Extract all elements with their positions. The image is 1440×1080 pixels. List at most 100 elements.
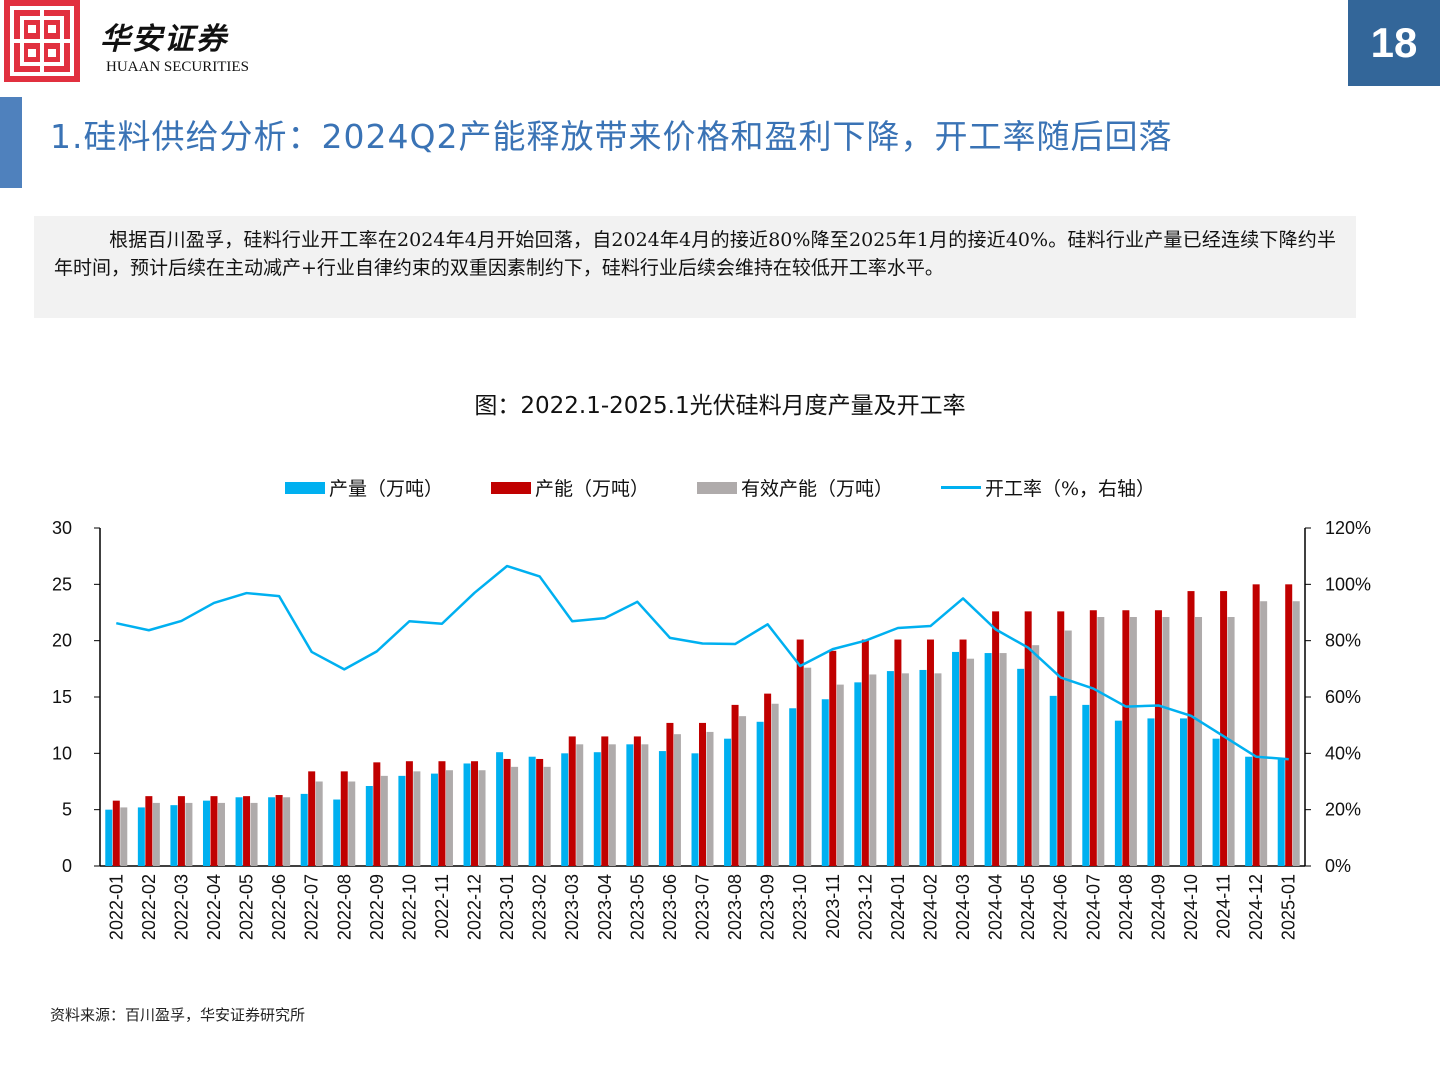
bar-capacity: [992, 611, 1000, 866]
x-tick-label: 2024-11: [1214, 874, 1234, 939]
bar-effective-capacity: [1195, 617, 1203, 866]
bar-production: [724, 738, 732, 866]
chart-line: [116, 564, 1289, 761]
bar-capacity: [666, 722, 674, 866]
bar-effective-capacity: [185, 802, 193, 866]
bar-capacity: [243, 796, 251, 866]
bar-effective-capacity: [641, 744, 649, 866]
x-tick-label: 2023-11: [823, 874, 843, 939]
bar-production: [756, 721, 764, 866]
bar-capacity: [503, 758, 511, 866]
bar-capacity: [1024, 611, 1032, 866]
title-accent-bar: [0, 97, 22, 188]
bar-effective-capacity: [283, 797, 291, 866]
bar-effective-capacity: [869, 674, 877, 866]
bar-capacity: [1057, 611, 1065, 866]
y-tick-label-right: 100%: [1325, 574, 1371, 594]
slide-title: 1.硅料供给分析：2024Q2产能释放带来价格和盈利下降，开工率随后回落: [50, 117, 1173, 156]
bar-effective-capacity: [901, 673, 909, 866]
y-tick-label-left: 0: [62, 856, 72, 876]
bar-production: [137, 807, 145, 866]
bar-production: [202, 800, 210, 866]
bar-capacity: [764, 693, 772, 866]
bar-capacity: [568, 736, 576, 866]
bar-effective-capacity: [543, 766, 551, 866]
bar-production: [235, 797, 243, 866]
bar-effective-capacity: [152, 802, 160, 866]
summary-text: 根据百川盈孚，硅料行业开工率在2024年4月开始回落，自2024年4月的接近80…: [34, 216, 1356, 318]
bar-effective-capacity: [576, 744, 584, 866]
x-tick-label: 2025-01: [1279, 874, 1299, 940]
y-tick-label-left: 15: [52, 687, 72, 707]
y-tick-label-left: 10: [52, 743, 72, 763]
x-tick-label: 2023-10: [790, 874, 810, 940]
bar-effective-capacity: [120, 807, 128, 866]
x-tick-label: 2024-03: [953, 874, 973, 940]
bar-capacity: [1220, 591, 1228, 866]
bar-production: [854, 682, 862, 866]
bar-production: [300, 793, 308, 866]
bar-production: [789, 708, 797, 866]
legend-swatch-utilization: [940, 486, 981, 489]
x-tick-label: 2022-12: [465, 874, 485, 940]
x-tick-label: 2024-09: [1148, 874, 1168, 940]
bar-effective-capacity: [771, 703, 779, 866]
x-tick-label: 2022-07: [302, 874, 322, 940]
x-tick-label: 2024-08: [1116, 874, 1136, 940]
bar-production: [105, 809, 113, 866]
y-tick-label-right: 0%: [1325, 856, 1351, 876]
x-tick-label: 2024-02: [920, 874, 940, 940]
bar-capacity: [796, 639, 804, 866]
bar-capacity: [112, 800, 120, 866]
bar-capacity: [829, 650, 837, 866]
legend-item-capacity: 产能（万吨）: [490, 474, 649, 501]
legend-label-production: 产量（万吨）: [328, 478, 443, 500]
y-tick-label-left: 20: [52, 631, 72, 651]
bar-production: [430, 773, 438, 866]
bar-production: [691, 753, 699, 866]
bar-effective-capacity: [1162, 617, 1170, 866]
bar-capacity: [210, 796, 218, 866]
bar-production: [333, 799, 341, 866]
bar-capacity: [861, 639, 869, 866]
x-tick-label: 2023-12: [855, 874, 875, 940]
bar-effective-capacity: [348, 781, 356, 866]
bar-capacity: [373, 762, 381, 866]
bar-effective-capacity: [967, 658, 975, 866]
bar-effective-capacity: [380, 775, 388, 866]
x-tick-label: 2024-05: [1018, 874, 1038, 940]
x-tick-label: 2023-04: [595, 874, 615, 940]
x-tick-label: 2024-06: [1051, 874, 1071, 940]
bar-production: [1245, 756, 1253, 866]
chart-bars: [105, 584, 1300, 866]
x-tick-label: 2022-04: [204, 874, 224, 940]
bar-capacity: [177, 796, 185, 866]
bar-effective-capacity: [250, 802, 258, 866]
legend-item-utilization: 开工率（%，右轴）: [940, 474, 1155, 501]
logo-text-cn: 华安证券: [100, 22, 228, 57]
bar-production: [1114, 720, 1122, 866]
y-tick-label-left: 25: [52, 574, 72, 594]
bar-production: [1212, 738, 1220, 866]
x-tick-label: 2023-08: [725, 874, 745, 940]
bar-production: [593, 752, 601, 866]
bar-capacity: [471, 761, 479, 866]
bar-effective-capacity: [804, 667, 812, 866]
bar-effective-capacity: [413, 771, 421, 866]
bar-capacity: [275, 795, 283, 866]
legend-swatch-effective-capacity: [696, 481, 737, 494]
x-tick-label: 2023-01: [497, 874, 517, 940]
bar-effective-capacity: [608, 744, 616, 866]
bar-effective-capacity: [1064, 630, 1072, 866]
bar-capacity: [536, 758, 544, 866]
y-tick-label-right: 60%: [1325, 687, 1361, 707]
legend-item-production: 产量（万吨）: [284, 474, 443, 501]
bar-effective-capacity: [706, 731, 714, 866]
bar-effective-capacity: [1097, 617, 1105, 866]
bar-production: [365, 786, 373, 866]
bar-production: [268, 797, 276, 866]
bar-effective-capacity: [1032, 645, 1040, 866]
bar-capacity: [405, 761, 413, 866]
bar-effective-capacity: [934, 673, 942, 866]
bar-production: [463, 763, 471, 866]
